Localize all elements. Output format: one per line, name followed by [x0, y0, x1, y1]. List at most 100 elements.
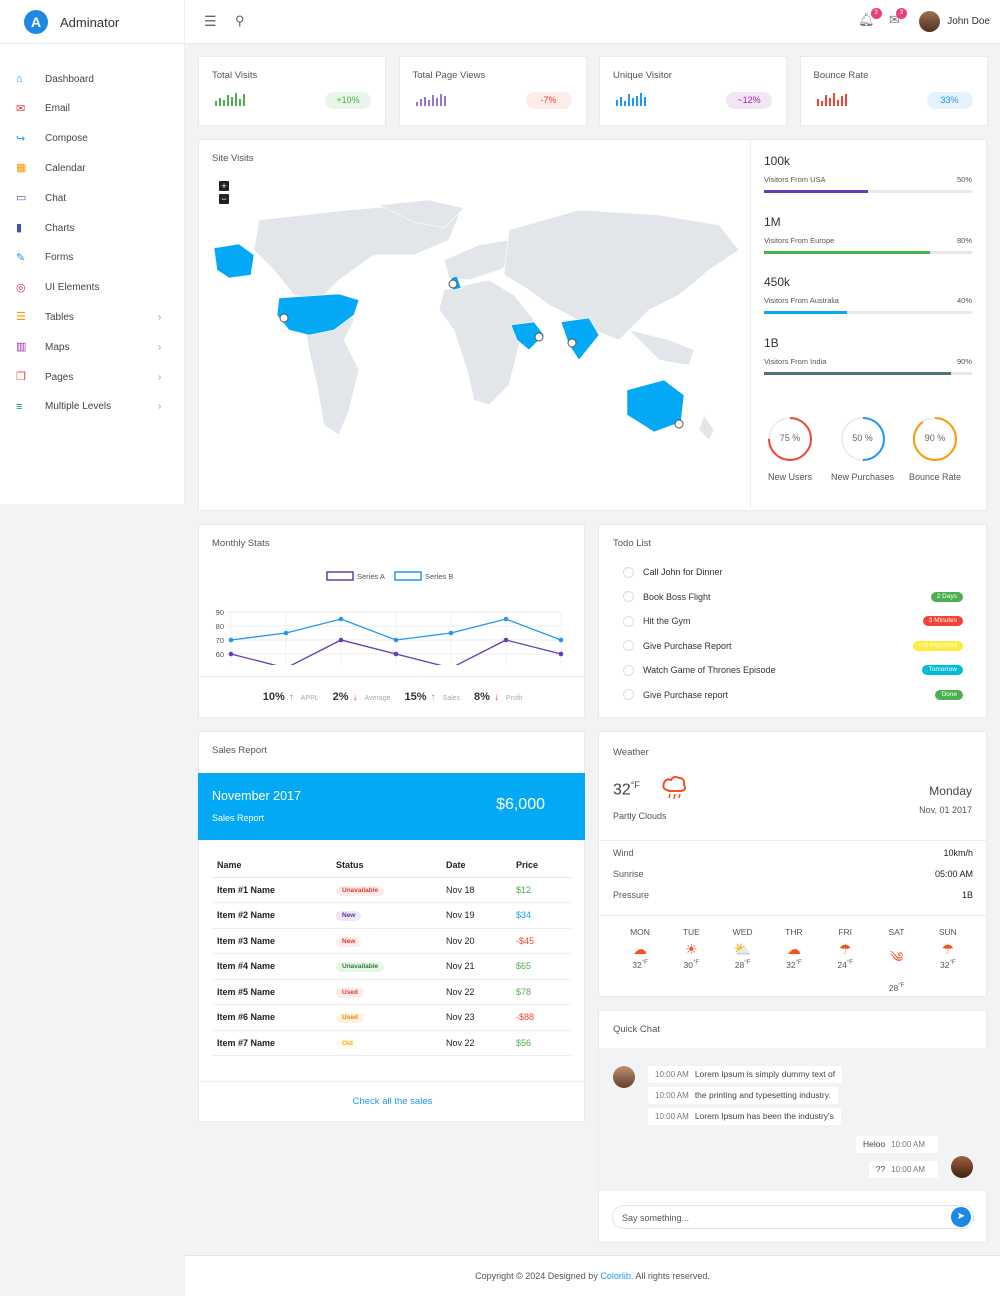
visitor-region: 450k Visitors From Australia 40% [764, 275, 972, 314]
sales-subtitle: Sales Report [212, 813, 265, 823]
user-menu[interactable]: John Doe [919, 11, 990, 32]
todo-checkbox[interactable] [623, 566, 634, 578]
map-greenland [377, 200, 465, 229]
zoom-out-button[interactable]: − [219, 194, 229, 204]
chevron-right-icon: › [158, 311, 162, 323]
cloud-icon: ☁ [786, 941, 801, 957]
column-header: Name [212, 854, 336, 878]
map-saudi-arabia [510, 321, 545, 351]
todo-title: Todo List [613, 538, 652, 549]
sales-total: $6,000 [496, 796, 545, 813]
brand[interactable]: A Adminator [0, 0, 185, 44]
send-icon[interactable]: ➤ [951, 1207, 971, 1227]
stat-card: Unique Visitor ~12% [599, 56, 787, 126]
todo-badge: 2 Days [930, 591, 963, 602]
todo-checkbox[interactable] [623, 689, 634, 700]
message-time: 10:00 AM [655, 1070, 689, 1079]
todo-checkbox[interactable] [623, 640, 634, 651]
arrow-up-icon: ↑ [288, 692, 294, 703]
map-alaska [213, 243, 255, 279]
todo-item[interactable]: Call John for Dinner [623, 562, 963, 582]
sidebar-item-label: Chat [45, 192, 67, 204]
sidebar-item-tables[interactable]: ☰ Tables › [0, 302, 185, 332]
forecast-temp-value: 28 [888, 983, 899, 993]
rain-icon: ☂ [941, 941, 955, 957]
forecast-day: FRI ☂ 24°F [825, 927, 865, 970]
hamburger-icon[interactable]: ☰ [204, 13, 217, 29]
sales-month: November 2017 [212, 789, 301, 803]
forecast-temp: 28°F [723, 960, 763, 970]
sidebar-item-forms[interactable]: ✎ Forms [0, 243, 185, 273]
todo-item[interactable]: Hit the Gym 3 Minutes [623, 611, 963, 631]
sidebar-item-compose[interactable]: ↪ Compose [0, 124, 185, 154]
divider [199, 1081, 586, 1082]
todo-item[interactable]: Give Purchase report Done [623, 685, 963, 705]
stat-label: APPL [300, 695, 319, 702]
mail-count: 3 [895, 8, 907, 19]
chat-message-outgoing: Heloo 10:00 AM [855, 1136, 938, 1153]
check-all-sales-link[interactable]: Check all the sales [352, 1096, 433, 1107]
region-progress-fill [764, 311, 848, 314]
footer-link[interactable]: Colorlib [600, 1271, 631, 1281]
sidebar-item-maps[interactable]: ▥ Maps › [0, 332, 185, 362]
gauge-label: New Purchases [830, 472, 895, 482]
forecast-temp-value: 24 [837, 960, 847, 970]
weather-day: Monday [929, 784, 972, 798]
weather-date: Nov, 01 2017 [919, 805, 972, 815]
avatar [919, 11, 941, 32]
todo-checkbox[interactable] [623, 615, 634, 627]
forecast-day-label: SAT [888, 927, 905, 937]
sidebar-item-ui-elements[interactable]: ◎ UI Elements [0, 273, 185, 303]
todo-badge: not important [913, 640, 963, 651]
data-point [338, 616, 344, 622]
top-bar: A Adminator ☰ ⚲ 🔔︎ 3 ✉ 3 John Doe [0, 0, 1000, 44]
stat-change-badge: 33% [926, 92, 973, 109]
forecast-day-label: SUN [938, 927, 957, 937]
sparkline-icon [816, 92, 847, 106]
gauge-value: 75 % [779, 433, 801, 443]
todo-checkbox[interactable] [623, 664, 634, 676]
sidebar-item-email[interactable]: ✉ Email [0, 94, 185, 124]
bell-icon[interactable]: 🔔︎ 3 [858, 8, 882, 28]
forecast-day-label: WED [732, 927, 753, 937]
region-progress [764, 311, 972, 314]
data-point [283, 630, 289, 636]
status-badge: Unavailable [336, 885, 385, 896]
todo-item[interactable]: Give Purchase Report not important [623, 636, 963, 656]
sidebar-item-pages[interactable]: ❐ Pages › [0, 362, 185, 392]
column-header: Status [336, 854, 446, 878]
site-visits-title: Site Visits [212, 153, 254, 164]
legend-label: Series B [425, 572, 453, 581]
sidebar-item-charts[interactable]: ▮ Charts [0, 213, 185, 243]
files-icon: ❐ [16, 371, 26, 383]
site-visits-card: Site Visits + − [198, 139, 987, 512]
todo-checkbox[interactable] [623, 591, 634, 602]
data-point [503, 616, 509, 622]
item-price: $65 [516, 953, 571, 980]
sidebar-item-multiple-levels[interactable]: ≡ Multiple Levels › [0, 392, 185, 422]
sidebar-item-dashboard[interactable]: ⌂ Dashboard [0, 64, 185, 94]
sidebar-item-label: Maps [45, 341, 70, 353]
message-text: Lorem Ipsum has been the industry's [694, 1111, 834, 1121]
region-progress [764, 371, 972, 375]
sidebar-item-label: Charts [45, 222, 75, 234]
todo-item[interactable]: Watch Game of Thrones Episode Tomorrow [623, 660, 963, 680]
mail-icon[interactable]: ✉ 3 [889, 8, 907, 28]
forecast-temp: 32°F [928, 960, 968, 970]
todo-item[interactable]: Book Boss Flight 2 Days [623, 587, 963, 607]
visitor-region: 1M Visitors From Europe 80% [764, 215, 972, 254]
sidebar-item-calendar[interactable]: ▦ Calendar [0, 153, 185, 183]
chat-input[interactable]: Say something... ➤ [612, 1205, 974, 1229]
zoom-in-button[interactable]: + [219, 181, 229, 191]
sidebar-item-label: Email [45, 103, 71, 115]
current-temp: 32°F [613, 780, 640, 799]
forecast-day: SUN ☂ 32°F [928, 927, 968, 970]
palette-icon: ◎ [16, 281, 26, 294]
sidebar-item-chat[interactable]: ▭ Chat [0, 183, 185, 213]
search-icon[interactable]: ⚲ [235, 13, 245, 28]
item-name: Item #7 Name [212, 1030, 336, 1056]
stat-card: Total Page Views -7% [398, 56, 587, 126]
world-map[interactable] [199, 200, 751, 450]
region-percent: 40% [956, 296, 972, 305]
divider [199, 676, 586, 677]
